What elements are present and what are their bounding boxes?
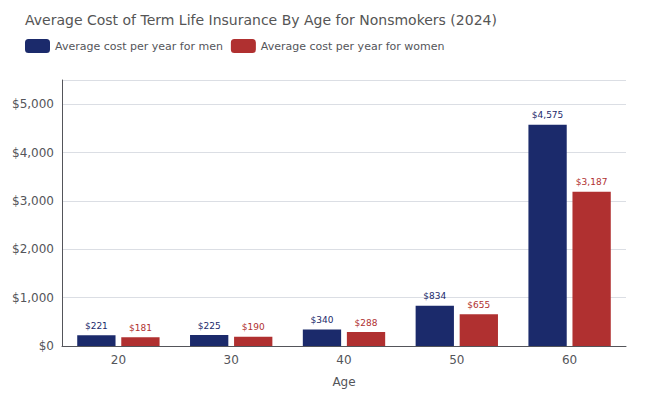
svg-text:$3,187: $3,187 bbox=[576, 177, 608, 187]
svg-text:Average Cost of Term Life Insu: Average Cost of Term Life Insurance By A… bbox=[25, 12, 497, 28]
svg-text:50: 50 bbox=[449, 353, 464, 367]
svg-text:Age: Age bbox=[332, 375, 355, 389]
svg-text:$340: $340 bbox=[311, 315, 334, 325]
svg-text:$655: $655 bbox=[467, 300, 490, 310]
svg-text:Average cost per year for wome: Average cost per year for women bbox=[261, 40, 445, 53]
svg-text:$181: $181 bbox=[129, 323, 152, 333]
svg-text:$4,575: $4,575 bbox=[532, 110, 564, 120]
svg-text:30: 30 bbox=[224, 353, 239, 367]
svg-text:$3,000: $3,000 bbox=[12, 194, 54, 208]
svg-text:$190: $190 bbox=[242, 322, 265, 332]
svg-text:$834: $834 bbox=[423, 291, 446, 301]
svg-text:$5,000: $5,000 bbox=[12, 97, 54, 111]
svg-text:20: 20 bbox=[111, 353, 126, 367]
svg-text:60: 60 bbox=[562, 353, 577, 367]
svg-text:$2,000: $2,000 bbox=[12, 242, 54, 256]
svg-text:$221: $221 bbox=[85, 321, 108, 331]
svg-text:$0: $0 bbox=[39, 339, 54, 353]
svg-text:$288: $288 bbox=[355, 318, 378, 328]
svg-text:$4,000: $4,000 bbox=[12, 146, 54, 160]
svg-text:Average cost per year for men: Average cost per year for men bbox=[55, 40, 223, 53]
svg-text:$225: $225 bbox=[198, 321, 221, 331]
svg-text:$1,000: $1,000 bbox=[12, 291, 54, 305]
svg-text:40: 40 bbox=[336, 353, 351, 367]
